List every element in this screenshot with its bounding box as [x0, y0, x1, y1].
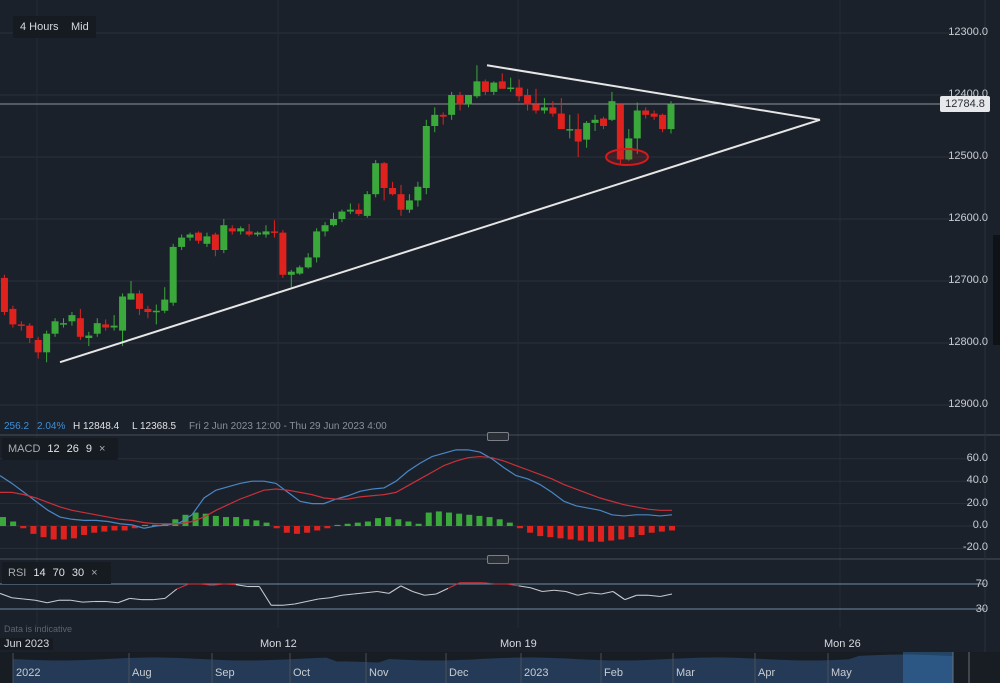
- macd-param-slow: 26: [66, 443, 79, 455]
- time-label-mon-12: Mon 12: [260, 638, 297, 650]
- rsi-param-overbought: 70: [52, 567, 65, 579]
- disclaimer: Data is indicative: [4, 624, 73, 634]
- price-tick: 12500.0: [948, 150, 988, 162]
- price-type-button[interactable]: Mid: [64, 16, 96, 38]
- rsi-name: RSI: [8, 567, 27, 579]
- time-label-mon-26: Mon 26: [824, 638, 861, 650]
- navigator-label: 2022: [16, 667, 41, 679]
- navigator-label: Apr: [758, 667, 776, 679]
- price-tick: 12900.0: [948, 398, 988, 410]
- macd-param-fast: 12: [47, 443, 60, 455]
- high-value: H 12848.4: [73, 421, 120, 432]
- macd-plot: [0, 449, 985, 549]
- navigator-label: Dec: [449, 667, 469, 679]
- trendlines: [59, 64, 821, 364]
- macd-name: MACD: [8, 443, 41, 455]
- price-tick: 12600.0: [948, 212, 988, 224]
- timeframe-button[interactable]: 4 Hours: [13, 16, 66, 38]
- close-macd-icon[interactable]: ×: [99, 443, 106, 455]
- navigator-label: May: [831, 667, 852, 679]
- price-tick: 12800.0: [948, 336, 988, 348]
- close-rsi-icon[interactable]: ×: [91, 567, 98, 579]
- macd-tick: 0.0: [972, 519, 988, 531]
- macd-tick: 60.0: [966, 451, 988, 464]
- rsi-tick-70: 70: [975, 578, 988, 590]
- current-price-tag: 12784.8: [940, 96, 990, 112]
- navigator-label: Mar: [676, 667, 695, 679]
- rsi-plot: [0, 582, 985, 610]
- candlesticks: [0, 65, 675, 363]
- pane-resize-handle-rsi[interactable]: [487, 555, 509, 564]
- macd-param-signal: 9: [85, 443, 93, 455]
- navigator-label: Nov: [369, 667, 389, 679]
- macd-tick: 20.0: [966, 496, 988, 509]
- navigator-label: Aug: [132, 667, 152, 679]
- navigator-label: Feb: [604, 667, 623, 679]
- change-percent: 2.04%: [37, 421, 66, 432]
- rsi-param-period: 14: [33, 567, 46, 579]
- time-label-mon-19: Mon 19: [500, 638, 537, 650]
- rsi-legend: RSI 14 70 30 ×: [2, 562, 111, 584]
- macd-legend: MACD 12 26 9 ×: [2, 438, 119, 460]
- navigator-plot: [0, 652, 1000, 683]
- navigator-label: Sep: [215, 667, 235, 679]
- macd-tick: 40.0: [966, 474, 988, 487]
- macd-tick: -20.0: [962, 541, 988, 554]
- date-range: Fri 2 Jun 2023 12:00 - Thu 29 Jun 2023 4…: [189, 421, 387, 432]
- pane-resize-handle-macd[interactable]: [487, 432, 509, 441]
- time-label-jun-2023: Jun 2023: [0, 638, 54, 650]
- price-tick: 12300.0: [948, 26, 988, 38]
- change-value: 256.2: [4, 421, 30, 432]
- rsi-param-oversold: 30: [71, 567, 85, 579]
- price-tick: 12700.0: [948, 274, 988, 286]
- navigator-window[interactable]: [903, 652, 953, 683]
- rsi-tick-30: 30: [975, 603, 988, 615]
- navigator-label: 2023: [524, 667, 549, 679]
- navigator-label: Oct: [293, 667, 311, 679]
- low-value: L 12368.5: [132, 421, 177, 432]
